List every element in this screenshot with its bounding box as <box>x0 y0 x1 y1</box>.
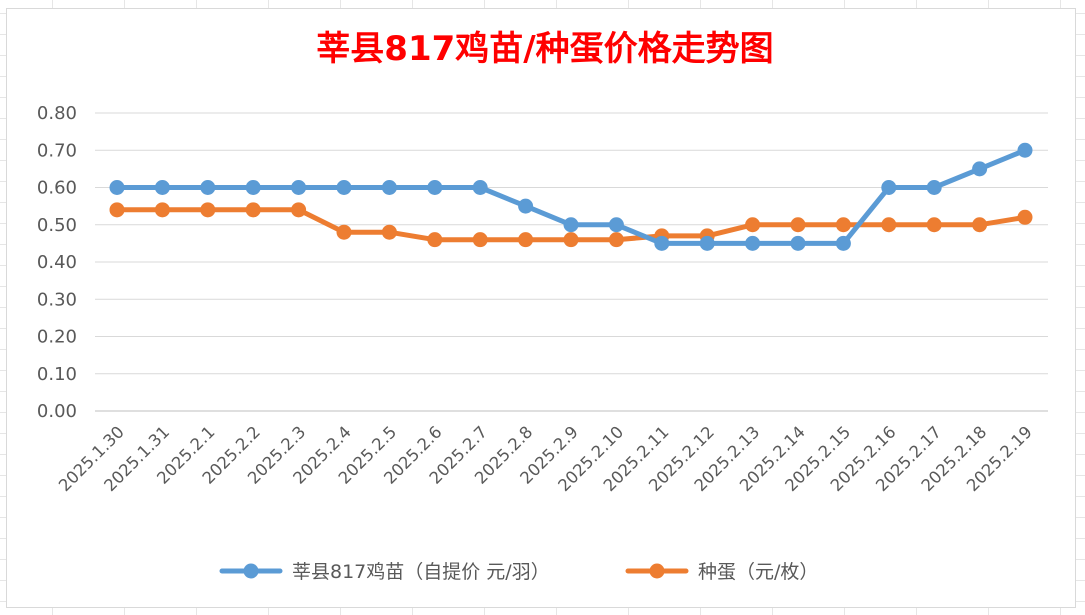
y-axis-tick-labels: 0.00 0.10 0.20 0.30 0.40 0.50 0.60 0.70 0.80 <box>37 103 77 422</box>
data-point <box>291 202 307 218</box>
data-point <box>745 217 761 233</box>
legend-item: 种蛋（元/枚） <box>625 561 818 583</box>
gridline-group <box>95 112 1048 412</box>
data-point <box>790 217 806 233</box>
data-point <box>881 217 897 233</box>
data-point <box>381 180 397 195</box>
data-point <box>699 235 715 251</box>
data-point <box>745 235 761 251</box>
data-point <box>472 232 488 248</box>
data-point <box>200 180 216 195</box>
data-point <box>1017 142 1033 158</box>
data-point <box>518 198 534 214</box>
legend-label: 种蛋（元/枚） <box>698 561 818 583</box>
data-point <box>518 232 534 248</box>
data-point <box>336 224 352 240</box>
data-point <box>381 224 397 240</box>
data-point <box>1017 209 1033 225</box>
data-point <box>881 180 897 195</box>
chart-title: 莘县817鸡苗/种蛋价格走势图 <box>316 29 773 69</box>
y-tick-label: 0.40 <box>37 252 77 273</box>
y-tick-label: 0.10 <box>37 364 77 385</box>
data-point <box>926 180 942 195</box>
y-tick-label: 0.70 <box>37 140 77 161</box>
data-point <box>427 180 443 195</box>
data-point <box>291 180 307 195</box>
legend-item: 莘县817鸡苗（自提价 元/羽） <box>219 561 550 583</box>
data-point <box>608 232 624 248</box>
series-group <box>109 142 1033 251</box>
legend-label: 莘县817鸡苗（自提价 元/羽） <box>292 561 550 583</box>
data-point <box>926 217 942 233</box>
data-point <box>245 180 261 195</box>
x-axis-tick-labels: 2025.1.302025.1.312025.2.12025.2.22025.2… <box>55 422 1036 495</box>
data-point <box>200 202 216 218</box>
data-point <box>608 217 624 233</box>
data-point <box>654 235 670 251</box>
legend-marker <box>649 563 665 579</box>
data-point <box>563 217 579 233</box>
legend: 莘县817鸡苗（自提价 元/羽） 种蛋（元/枚） <box>219 561 818 583</box>
data-point <box>245 202 261 218</box>
legend-marker <box>243 563 259 579</box>
data-point <box>154 180 170 195</box>
y-tick-label: 0.30 <box>37 289 77 310</box>
data-point <box>790 235 806 251</box>
data-point <box>154 202 170 218</box>
y-tick-label: 0.00 <box>37 401 77 422</box>
data-point <box>472 180 488 195</box>
data-point <box>972 217 988 233</box>
y-tick-label: 0.20 <box>37 327 77 348</box>
data-point <box>109 202 125 218</box>
y-tick-label: 0.50 <box>37 215 77 236</box>
data-point <box>835 235 851 251</box>
data-point <box>427 232 443 248</box>
data-point <box>336 180 352 195</box>
y-tick-label: 0.60 <box>37 178 77 199</box>
y-tick-label: 0.80 <box>37 103 77 124</box>
data-point <box>972 161 988 177</box>
chart-area[interactable] <box>6 8 1076 608</box>
data-point <box>109 180 125 195</box>
data-point <box>563 232 579 248</box>
data-point <box>835 217 851 233</box>
series-0 <box>109 142 1033 251</box>
